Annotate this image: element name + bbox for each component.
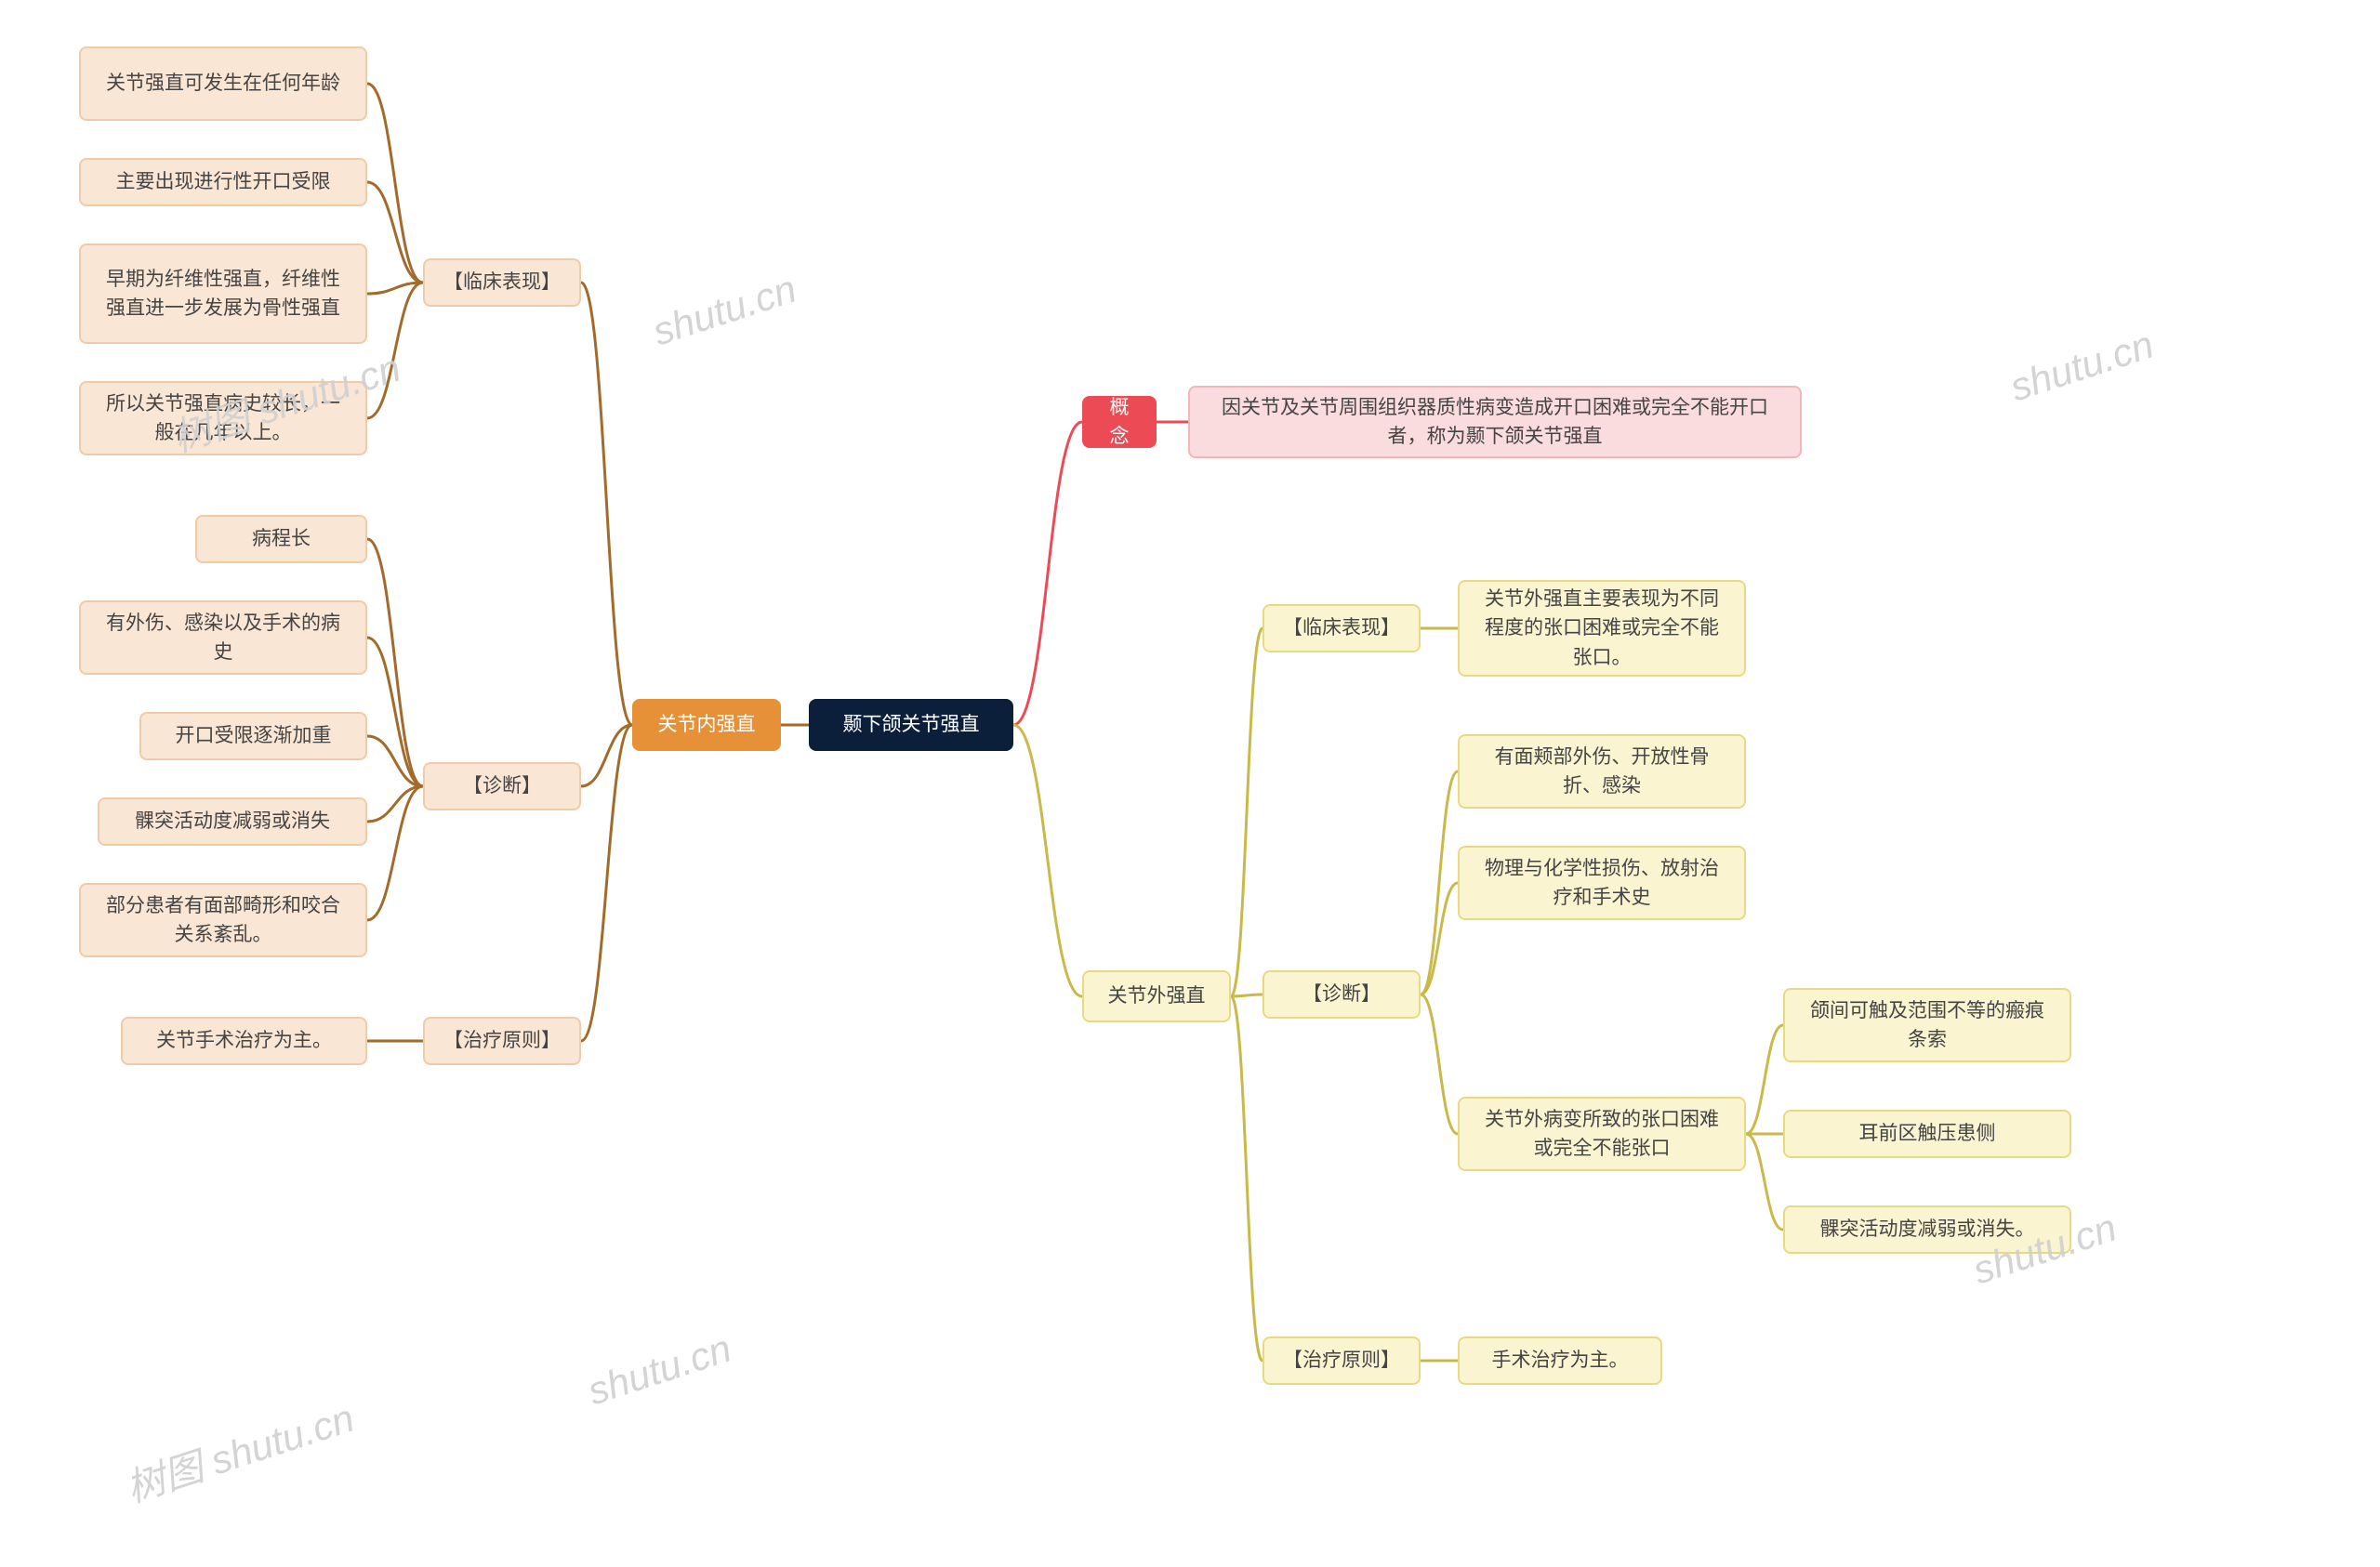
right-section-diagnosis: 【诊断】 [1263, 970, 1421, 1019]
connector-layer [0, 0, 2380, 1567]
left-section-treatment: 【治疗原则】 [423, 1017, 581, 1065]
watermark: shutu.cn [2004, 323, 2159, 411]
right-leaf-child: 耳前区触压患侧 [1783, 1110, 2071, 1158]
right-leaf: 有面颊部外伤、开放性骨折、感染 [1458, 734, 1746, 809]
left-branch-node: 关节内强直 [632, 699, 781, 751]
left-leaf: 主要出现进行性开口受限 [79, 158, 367, 206]
left-leaf: 关节强直可发生在任何年龄 [79, 46, 367, 121]
watermark: 树图 shutu.cn [118, 1387, 361, 1514]
left-leaf: 病程长 [195, 515, 367, 563]
left-leaf: 开口受限逐渐加重 [139, 712, 367, 760]
right-leaf: 关节外强直主要表现为不同程度的张口困难或完全不能张口。 [1458, 580, 1746, 677]
left-leaf: 所以关节强直病史较长，一般在几年以上。 [79, 381, 367, 455]
left-section-clinical: 【临床表现】 [423, 258, 581, 307]
left-leaf: 有外伤、感染以及手术的病史 [79, 600, 367, 675]
concept-label: 概念 [1082, 396, 1157, 448]
watermark: shutu.cn [647, 267, 801, 355]
left-leaf: 部分患者有面部畸形和咬合关系紊乱。 [79, 883, 367, 957]
right-leaf: 手术治疗为主。 [1458, 1337, 1662, 1385]
left-leaf: 关节手术治疗为主。 [121, 1017, 367, 1065]
right-leaf-child: 髁突活动度减弱或消失。 [1783, 1205, 2071, 1254]
right-leaf: 物理与化学性损伤、放射治疗和手术史 [1458, 846, 1746, 920]
right-section-clinical: 【临床表现】 [1263, 604, 1421, 652]
left-section-diagnosis: 【诊断】 [423, 762, 581, 810]
root-node: 颞下颌关节强直 [809, 699, 1013, 751]
watermark: shutu.cn [582, 1326, 736, 1415]
right-section-treatment: 【治疗原则】 [1263, 1337, 1421, 1385]
left-leaf: 早期为纤维性强直，纤维性强直进一步发展为骨性强直 [79, 244, 367, 344]
left-leaf: 髁突活动度减弱或消失 [98, 797, 367, 846]
concept-desc: 因关节及关节周围组织器质性病变造成开口困难或完全不能开口者，称为颞下颌关节强直 [1188, 386, 1802, 458]
right-branch-node: 关节外强直 [1082, 970, 1231, 1022]
right-leaf-child: 颌间可触及范围不等的瘢痕条索 [1783, 988, 2071, 1062]
right-leaf: 关节外病变所致的张口困难或完全不能张口 [1458, 1097, 1746, 1171]
